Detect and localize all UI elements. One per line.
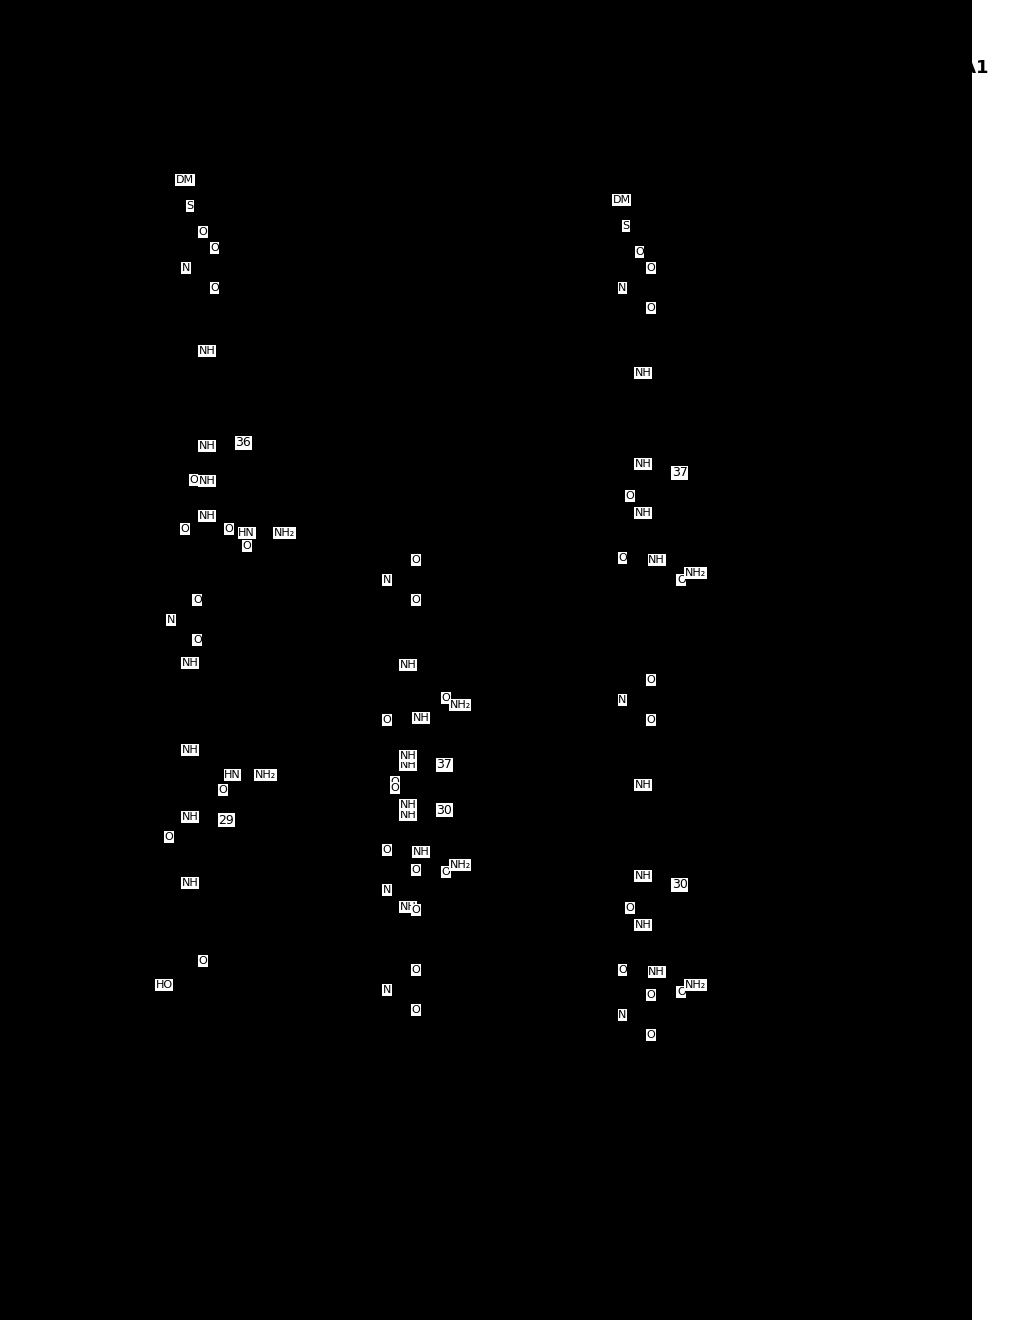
Text: NH: NH [199,346,215,356]
Text: N: N [182,263,190,273]
Text: O: O [646,304,655,313]
Text: O: O [412,554,420,565]
Text: O: O [390,777,399,787]
Text: O: O [193,635,202,645]
Text: 30: 30 [672,879,688,891]
Text: NH: NH [635,508,651,517]
Text: O: O [218,785,227,795]
Text: HN: HN [239,528,255,539]
Text: O: O [626,491,635,502]
Text: Jan. 31, 2013  Sheet 8 of 32: Jan. 31, 2013 Sheet 8 of 32 [267,59,548,77]
Text: O: O [412,595,420,605]
Text: 30: 30 [436,804,453,817]
Text: NH: NH [181,744,198,755]
Text: O: O [165,832,173,842]
Text: NH: NH [399,902,417,912]
Text: NH: NH [635,459,651,469]
Text: 37: 37 [436,759,453,771]
Text: NH: NH [635,780,651,789]
Text: DM1: DM1 [418,418,430,446]
Text: NH: NH [648,968,665,977]
Text: 29: 29 [218,813,233,826]
Text: NH₂: NH₂ [450,700,471,710]
Text: O: O [646,675,655,685]
Text: NH: NH [199,511,215,521]
Text: NH: NH [399,760,417,770]
Text: O: O [189,475,198,484]
Text: O: O [441,693,451,704]
Text: O: O [646,263,655,273]
Text: O: O [412,906,420,915]
Text: O: O [210,282,219,293]
Text: O: O [199,227,208,238]
Text: DM: DM [612,195,631,205]
Text: O: O [677,987,686,997]
Text: O: O [210,243,219,253]
Text: O: O [635,247,644,257]
Text: N: N [618,282,627,293]
Text: O: O [224,524,233,535]
Text: N: N [167,615,175,624]
Text: NH: NH [399,660,417,671]
Text: NH: NH [648,554,665,565]
Text: O: O [618,553,627,564]
Text: O: O [383,715,391,725]
Text: FIGURE 8: FIGURE 8 [750,620,851,639]
Text: NH: NH [399,751,417,762]
Text: 8A: 8A [102,990,131,1010]
Text: N: N [383,884,391,895]
Text: NH₂: NH₂ [450,861,471,870]
Text: HN: HN [224,770,241,780]
Text: N: N [618,696,627,705]
Text: O: O [243,541,251,550]
Text: N: N [383,576,391,585]
Text: NH: NH [635,871,651,880]
Text: O: O [441,867,451,876]
Text: 8B: 8B [366,990,394,1010]
Text: NH: NH [399,800,417,810]
Text: Patent Application Publication: Patent Application Publication [57,59,364,77]
Text: DM1: DM1 [209,478,222,507]
Text: NH: NH [181,878,198,888]
Text: O: O [618,965,627,975]
Text: S: S [186,201,194,211]
Text: O: O [412,1005,420,1015]
Text: O: O [383,845,391,855]
Text: DM: DM [176,176,195,185]
Text: NH₂: NH₂ [255,770,276,780]
Text: O: O [646,715,655,725]
Text: NH: NH [635,920,651,931]
Text: O: O [646,990,655,1001]
Text: NH: NH [181,657,198,668]
Text: O: O [677,576,686,585]
Text: O: O [626,903,635,913]
Text: EDC, NHS: EDC, NHS [418,742,430,803]
Text: N: N [383,985,391,995]
Text: NH: NH [199,477,215,486]
Text: O: O [390,783,399,793]
Text: O: O [646,1030,655,1040]
Text: NH: NH [413,847,430,857]
Text: NH₂: NH₂ [685,568,707,578]
Text: O: O [180,524,189,535]
Text: NH₂: NH₂ [685,979,707,990]
Text: 37: 37 [672,466,688,479]
Text: O: O [412,965,420,975]
Text: US 2013/0029900 A1: US 2013/0029900 A1 [778,59,988,77]
Text: O: O [193,595,202,605]
Text: O: O [199,956,208,966]
Text: NH₂: NH₂ [274,528,295,539]
Text: NH: NH [181,812,198,822]
Text: NH: NH [635,368,651,378]
Text: O: O [412,865,420,875]
Text: NH: NH [413,713,430,723]
Text: HO: HO [156,979,173,990]
Text: 36: 36 [236,437,251,450]
Text: NH: NH [399,810,417,820]
Text: DM1: DM1 [607,469,621,496]
Text: N: N [618,1010,627,1020]
Text: S: S [623,220,630,231]
Text: NH: NH [199,441,215,451]
